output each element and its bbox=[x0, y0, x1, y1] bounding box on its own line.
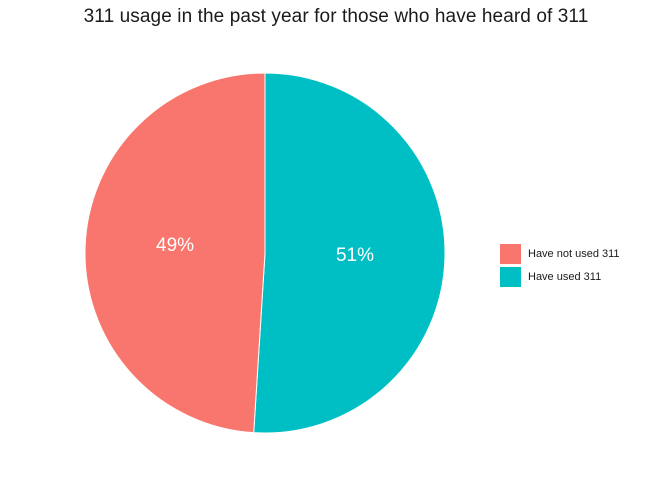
legend-item-used: Have used 311 bbox=[500, 265, 620, 288]
legend-label-not-used: Have not used 311 bbox=[528, 247, 620, 260]
slice-not-used bbox=[84, 72, 266, 434]
slice-used bbox=[253, 72, 446, 434]
legend-item-not-used: Have not used 311 bbox=[500, 242, 620, 265]
chart-title: 311 usage in the past year for those who… bbox=[83, 6, 589, 27]
slice-label-not-used: 49% bbox=[156, 235, 194, 256]
legend-swatch-not-used bbox=[500, 243, 521, 264]
slice-label-used: 51% bbox=[336, 245, 374, 266]
legend: Have not used 311 Have used 311 bbox=[500, 242, 620, 288]
legend-swatch-used bbox=[500, 266, 521, 287]
legend-label-used: Have used 311 bbox=[528, 270, 602, 283]
